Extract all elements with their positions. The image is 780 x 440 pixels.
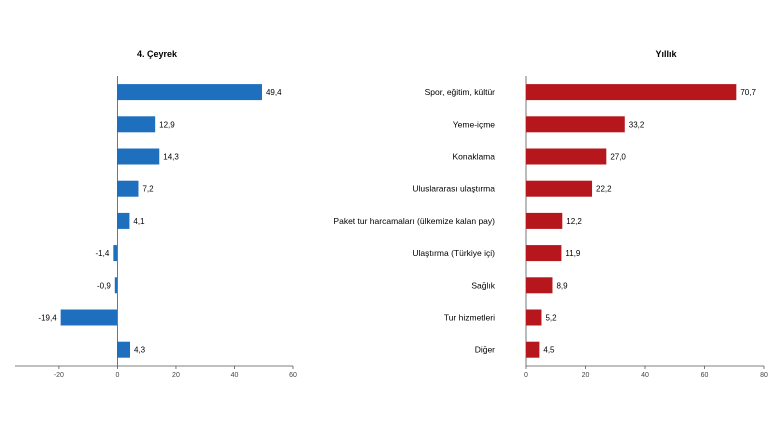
right-value-label: 5,2 xyxy=(545,314,557,323)
right-category-label: Diğer xyxy=(475,345,495,355)
right-bar xyxy=(526,148,607,165)
left-value-label: 12,9 xyxy=(159,120,175,129)
left-chart-title: 4. Çeyrek xyxy=(137,49,178,59)
right-bar xyxy=(526,309,542,326)
left-value-label: 49,4 xyxy=(266,88,282,97)
right-category-label: Yeme-içme xyxy=(453,119,495,129)
right-category-label: Spor, eğitim, kültür xyxy=(425,87,496,97)
left-value-label: -0,9 xyxy=(97,281,111,290)
left-value-label: 14,3 xyxy=(163,153,179,162)
left-bar xyxy=(117,180,139,197)
right-category-label: Ulaştırma (Türkiye içi) xyxy=(412,248,495,258)
right-value-label: 70,7 xyxy=(740,88,756,97)
right-tick-label: 80 xyxy=(760,372,768,379)
left-tick-label: 0 xyxy=(115,372,119,379)
right-chart: 0 20 40 60 80 70,7 Spor, eğitim, kültür 33,2 Yem… xyxy=(333,76,768,379)
right-value-label: 12,2 xyxy=(566,217,582,226)
right-value-label: 8,9 xyxy=(556,281,568,290)
left-bar xyxy=(117,84,262,101)
left-bar xyxy=(113,245,118,262)
right-value-label: 4,5 xyxy=(543,346,555,355)
left-tick-label: -20 xyxy=(54,372,64,379)
right-bar xyxy=(526,180,593,197)
left-bar xyxy=(117,212,130,229)
right-bar xyxy=(526,245,562,262)
right-tick-label: 40 xyxy=(641,372,649,379)
right-bar xyxy=(526,212,563,229)
left-bar xyxy=(117,341,131,358)
right-value-label: 33,2 xyxy=(629,120,645,129)
left-bar xyxy=(60,309,118,326)
right-tick-label: 0 xyxy=(524,372,528,379)
right-tick-label: 60 xyxy=(701,372,709,379)
right-category-label: Uluslararası ulaştırma xyxy=(412,184,495,194)
right-bar xyxy=(526,116,625,133)
right-chart-title: Yıllık xyxy=(655,49,677,59)
right-category-label: Paket tur harcamaları (ülkemize kalan pa… xyxy=(333,216,495,226)
left-tick-label: 40 xyxy=(231,372,239,379)
left-value-label: 4,3 xyxy=(134,346,146,355)
left-value-label: -1,4 xyxy=(96,249,110,258)
right-category-label: Sağlık xyxy=(471,280,495,290)
left-chart: -20 0 20 40 60 49,4 12,9 14,3 7,2 4,1 -1,4 -0,9 -19,… xyxy=(15,76,297,379)
right-bar xyxy=(526,277,553,294)
left-tick-label: 20 xyxy=(172,372,180,379)
left-bar xyxy=(117,148,160,165)
right-category-label: Konaklama xyxy=(452,152,495,162)
left-bar xyxy=(117,116,156,133)
left-value-label: -19,4 xyxy=(38,314,57,323)
right-tick-label: 20 xyxy=(582,372,590,379)
right-value-label: 22,2 xyxy=(596,185,612,194)
left-bar xyxy=(114,277,118,294)
right-value-label: 11,9 xyxy=(565,249,581,258)
right-category-label: Tur hizmetleri xyxy=(444,313,495,323)
left-value-label: 4,1 xyxy=(133,217,145,226)
left-value-label: 7,2 xyxy=(142,185,154,194)
right-bar xyxy=(526,84,737,101)
left-tick-label: 60 xyxy=(289,372,297,379)
right-value-label: 27,0 xyxy=(610,153,626,162)
right-bar xyxy=(526,341,540,358)
